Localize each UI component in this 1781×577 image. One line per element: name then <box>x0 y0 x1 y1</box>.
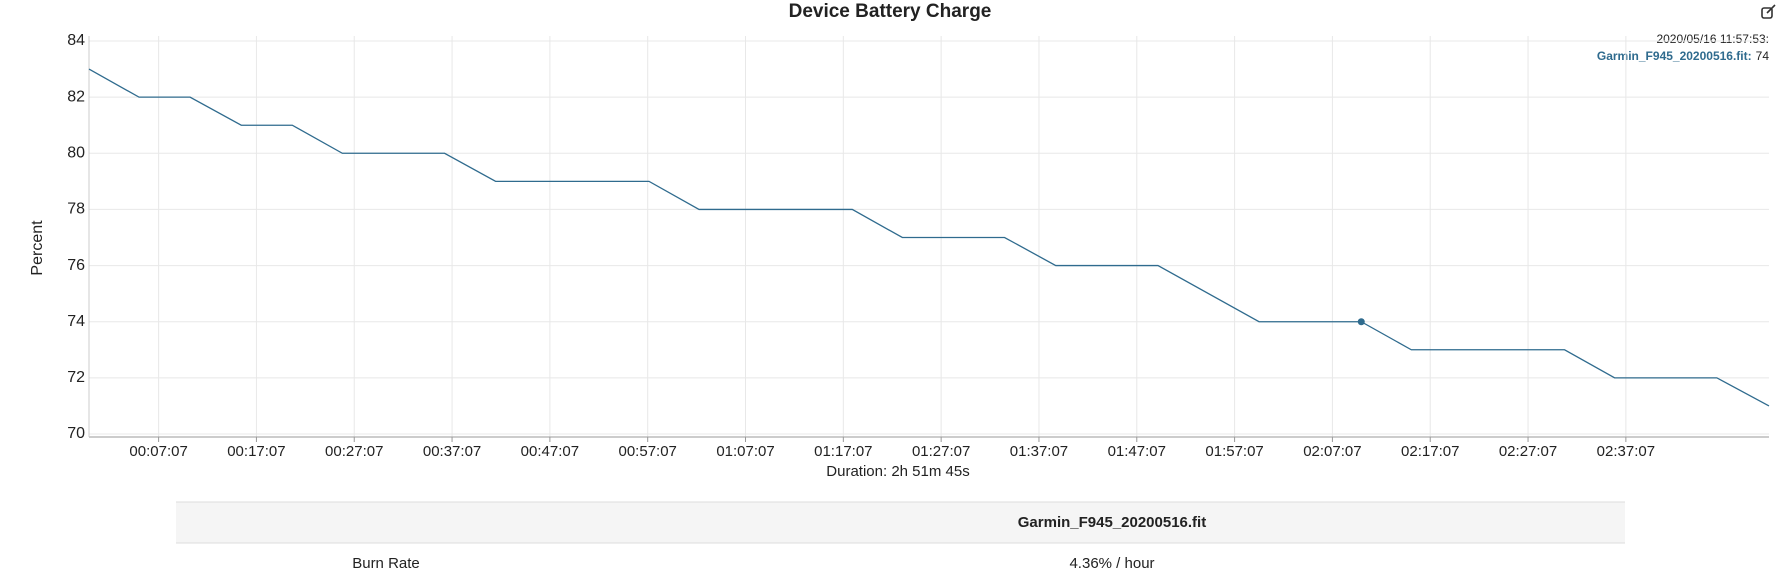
y-tick-label: 84 <box>67 32 85 49</box>
table-cell: 4.36% / hour <box>1069 555 1154 572</box>
chart-title: Device Battery Charge <box>789 1 992 22</box>
data-line <box>88 68 1770 407</box>
x-tick-label: 01:47:07 <box>1108 443 1166 460</box>
y-tick-label: 80 <box>67 145 85 162</box>
x-tick-label: 00:47:07 <box>521 443 579 460</box>
edit-icon-pen[interactable] <box>1766 4 1776 14</box>
x-tick-label: 01:57:07 <box>1205 443 1263 460</box>
x-tick-label: 01:27:07 <box>912 443 970 460</box>
y-tick-label: 72 <box>67 369 85 386</box>
y-tick-label: 78 <box>67 201 85 218</box>
x-tick-label: 02:17:07 <box>1401 443 1459 460</box>
edit-icon[interactable] <box>1761 4 1776 19</box>
table-header-bg <box>176 502 1625 543</box>
y-tick-label: 76 <box>67 257 85 274</box>
table-header: Garmin_F945_20200516.fit <box>1018 514 1206 531</box>
x-tick-label: 01:07:07 <box>716 443 774 460</box>
x-axis-label: Duration: 2h 51m 45s <box>826 463 969 480</box>
edit-icon-box[interactable] <box>1761 7 1773 19</box>
x-tick-label: 01:37:07 <box>1010 443 1068 460</box>
x-tick-label: 02:07:07 <box>1303 443 1361 460</box>
y-tick-label: 82 <box>67 88 85 105</box>
x-tick-label: 02:27:07 <box>1499 443 1557 460</box>
x-tick-label: 00:37:07 <box>423 443 481 460</box>
table-row-label: Burn Rate <box>352 555 420 572</box>
y-tick-label: 74 <box>67 313 85 330</box>
x-tick-label: 00:17:07 <box>227 443 285 460</box>
tooltip-entry: Garmin_F945_20200516.fit: 74 <box>1597 49 1769 63</box>
x-tick-label: 00:57:07 <box>619 443 677 460</box>
x-tick-label: 01:17:07 <box>814 443 872 460</box>
tooltip-time: 2020/05/16 11:57:53: <box>1656 32 1769 46</box>
x-tick-label: 00:27:07 <box>325 443 383 460</box>
tooltip-series: Garmin_F945_20200516.fit: <box>1597 49 1752 63</box>
tooltip-value: 74 <box>1756 49 1770 63</box>
y-axis-label: Percent <box>29 220 46 276</box>
x-tick-label: 00:07:07 <box>129 443 187 460</box>
x-tick-label: 02:37:07 <box>1597 443 1655 460</box>
y-tick-label: 70 <box>67 425 85 442</box>
highlight-point <box>1357 318 1365 326</box>
